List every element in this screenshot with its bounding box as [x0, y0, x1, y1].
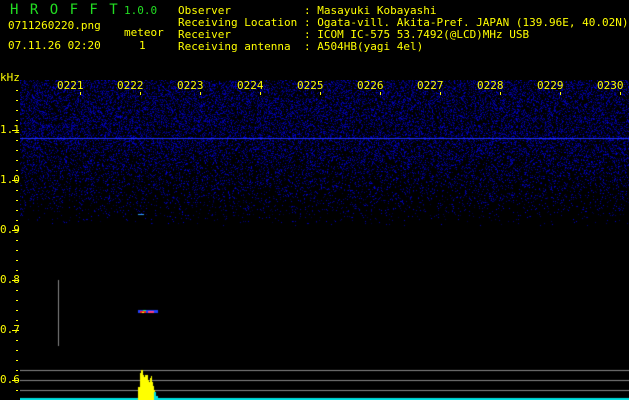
info-label: Receiving antenna [178, 40, 291, 53]
filename: 0711260220.png [8, 19, 101, 32]
app-version: 1.0.0 [124, 4, 158, 17]
info-value: : ICOM IC-575 53.7492(@LCD)MHz USB [304, 28, 530, 41]
axis-tick [16, 120, 18, 121]
axis-tick [16, 210, 18, 211]
x-tick-label: 0227 [417, 79, 444, 92]
info-value: : Ogata-vill. Akita-Pref. JAPAN (139.96E… [304, 16, 629, 29]
x-tick-label: 0223 [177, 79, 204, 92]
x-tick-label: 0225 [297, 79, 324, 92]
axis-tick [16, 190, 18, 191]
axis-tick [16, 300, 18, 301]
axis-tick [16, 370, 18, 371]
x-tick-label: 0226 [357, 79, 384, 92]
axis-tick [320, 92, 321, 95]
axis-tick [16, 320, 18, 321]
axis-tick [380, 92, 381, 95]
y-tick-label: 0.9 [0, 223, 20, 236]
y-tick-label: 1.1 [0, 123, 20, 136]
info-value: : A504HB(yagi 4el) [304, 40, 424, 53]
axis-tick [12, 130, 19, 131]
axis-tick [260, 92, 261, 95]
axis-tick [16, 170, 18, 171]
axis-tick [16, 100, 18, 101]
y-unit-label: kHz [0, 71, 20, 84]
info-label: Receiving Location [178, 16, 298, 29]
axis-tick [16, 290, 18, 291]
axis-tick [16, 140, 18, 141]
axis-tick [16, 260, 18, 261]
axis-tick [140, 92, 141, 95]
x-tick-label: 0230 [597, 79, 624, 92]
axis-tick [560, 92, 561, 95]
axis-tick [16, 360, 18, 361]
x-tick-label: 0224 [237, 79, 264, 92]
axis-tick [16, 150, 18, 151]
axis-tick [16, 250, 18, 251]
axis-tick [12, 380, 19, 381]
axis-tick [12, 230, 19, 231]
y-tick-label: 0.8 [0, 273, 20, 286]
info-label: Receiver [178, 28, 231, 41]
info-label: Observer [178, 4, 231, 17]
meteor-count: 1 [139, 39, 146, 52]
axis-tick [16, 340, 18, 341]
axis-tick [16, 220, 18, 221]
y-tick-label: 0.7 [0, 323, 20, 336]
axis-tick [16, 90, 18, 91]
x-tick-label: 0228 [477, 79, 504, 92]
axis-tick [16, 350, 18, 351]
axis-tick [620, 92, 621, 95]
x-tick-label: 0229 [537, 79, 564, 92]
axis-tick [12, 280, 19, 281]
spectrogram [20, 80, 629, 400]
y-tick-label: 0.6 [0, 373, 20, 386]
axis-tick [16, 310, 18, 311]
axis-tick [12, 330, 19, 331]
axis-tick [500, 92, 501, 95]
meteor-label: meteor [124, 26, 164, 39]
x-tick-label: 0222 [117, 79, 144, 92]
axis-tick [80, 92, 81, 95]
info-value: : Masayuki Kobayashi [304, 4, 437, 17]
datetime: 07.11.26 02:20 [8, 39, 101, 52]
y-tick-label: 1.0 [0, 173, 20, 186]
x-tick-label: 0221 [57, 79, 84, 92]
axis-tick [440, 92, 441, 95]
axis-tick [16, 240, 18, 241]
axis-tick [16, 270, 18, 271]
app-title: H R O F F T [10, 2, 120, 18]
axis-tick [16, 390, 18, 391]
axis-tick [16, 110, 18, 111]
axis-tick [16, 200, 18, 201]
axis-tick [12, 180, 19, 181]
axis-tick [16, 160, 18, 161]
axis-tick [200, 92, 201, 95]
